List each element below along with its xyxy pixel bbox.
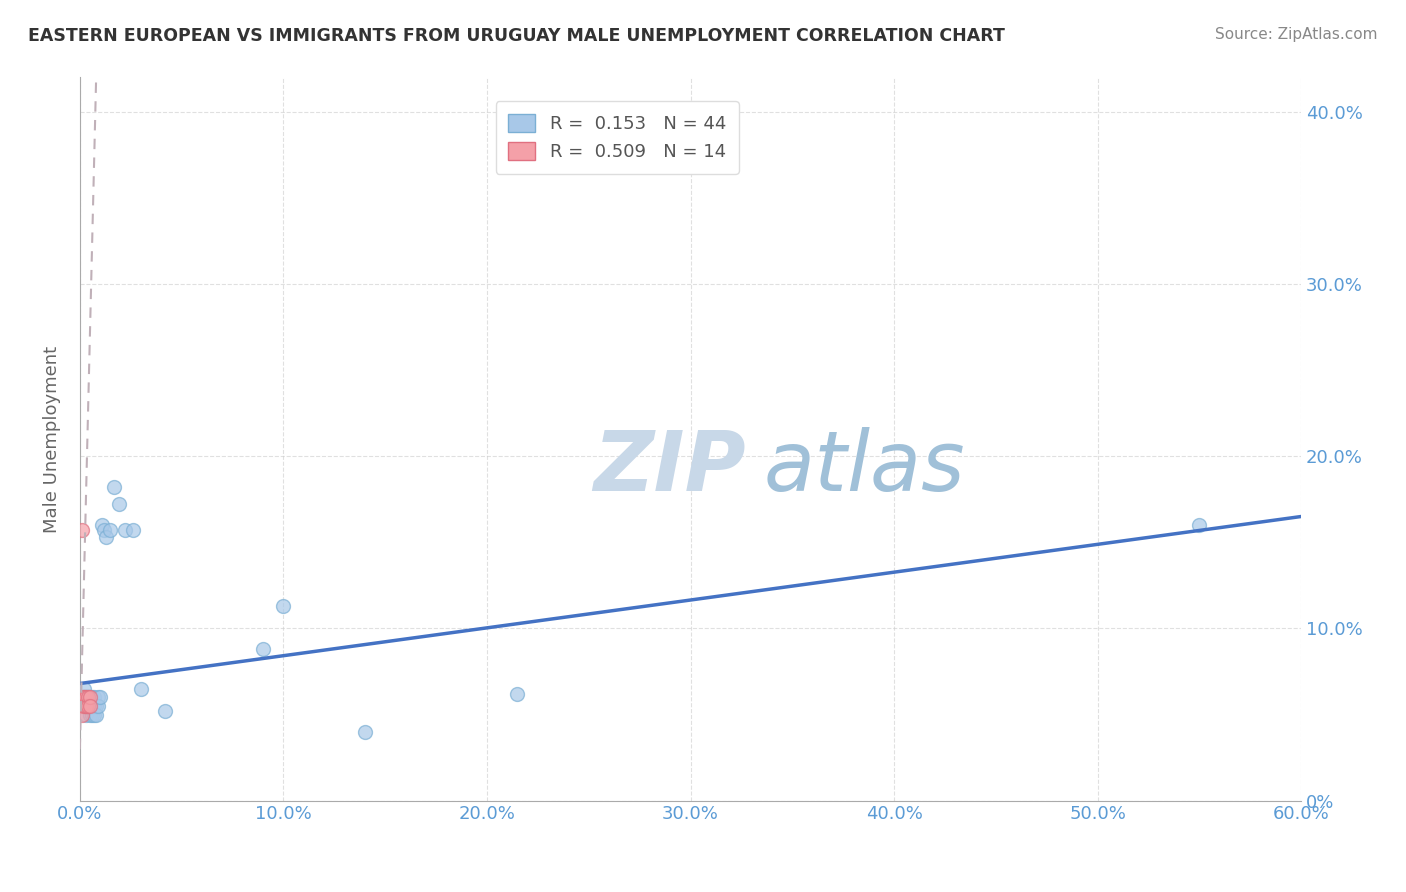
Point — [93, 523, 115, 537]
Point — [70, 523, 93, 537]
Text: atlas: atlas — [763, 427, 966, 508]
Point — [79, 690, 101, 705]
Text: EASTERN EUROPEAN VS IMMIGRANTS FROM URUGUAY MALE UNEMPLOYMENT CORRELATION CHART: EASTERN EUROPEAN VS IMMIGRANTS FROM URUG… — [28, 27, 1005, 45]
Point — [80, 698, 103, 713]
Point — [83, 707, 105, 722]
Point — [89, 690, 111, 705]
Point — [70, 698, 93, 713]
Point — [96, 530, 118, 544]
Point — [73, 690, 96, 705]
Point — [75, 707, 97, 722]
Point — [91, 518, 114, 533]
Point — [79, 698, 101, 713]
Text: ZIP: ZIP — [593, 427, 745, 508]
Point — [79, 690, 101, 705]
Point — [77, 690, 100, 705]
Point — [75, 698, 97, 713]
Point — [353, 724, 375, 739]
Point — [87, 690, 110, 705]
Point — [77, 690, 100, 705]
Point — [75, 690, 97, 705]
Point — [70, 690, 93, 705]
Y-axis label: Male Unemployment: Male Unemployment — [44, 345, 60, 533]
Point — [73, 690, 96, 705]
Point — [252, 642, 274, 657]
Point — [87, 698, 110, 713]
Point — [129, 681, 152, 696]
Point — [77, 698, 100, 713]
Point — [75, 698, 97, 713]
Text: Source: ZipAtlas.com: Source: ZipAtlas.com — [1215, 27, 1378, 42]
Point — [83, 690, 105, 705]
Point — [73, 681, 96, 696]
Point — [83, 698, 105, 713]
Point — [103, 480, 125, 494]
Point — [70, 690, 93, 705]
Point — [84, 707, 107, 722]
Point — [84, 698, 107, 713]
Point — [79, 698, 101, 713]
Point — [100, 523, 122, 537]
Point — [80, 690, 103, 705]
Point — [155, 704, 177, 718]
Point — [273, 599, 295, 613]
Point — [79, 690, 101, 705]
Point — [70, 698, 93, 713]
Point — [77, 698, 100, 713]
Point — [75, 690, 97, 705]
Point — [121, 523, 143, 537]
Point — [1188, 518, 1211, 533]
Point — [79, 707, 101, 722]
Point — [79, 698, 101, 713]
Point — [107, 498, 129, 512]
Point — [73, 690, 96, 705]
Legend: R =  0.153   N = 44, R =  0.509   N = 14: R = 0.153 N = 44, R = 0.509 N = 14 — [496, 101, 738, 174]
Point — [75, 690, 97, 705]
Point — [506, 687, 529, 701]
Point — [73, 698, 96, 713]
Point — [114, 523, 136, 537]
Point — [75, 698, 97, 713]
Point — [73, 698, 96, 713]
Point — [77, 690, 100, 705]
Point — [70, 707, 93, 722]
Point — [80, 707, 103, 722]
Point — [77, 698, 100, 713]
